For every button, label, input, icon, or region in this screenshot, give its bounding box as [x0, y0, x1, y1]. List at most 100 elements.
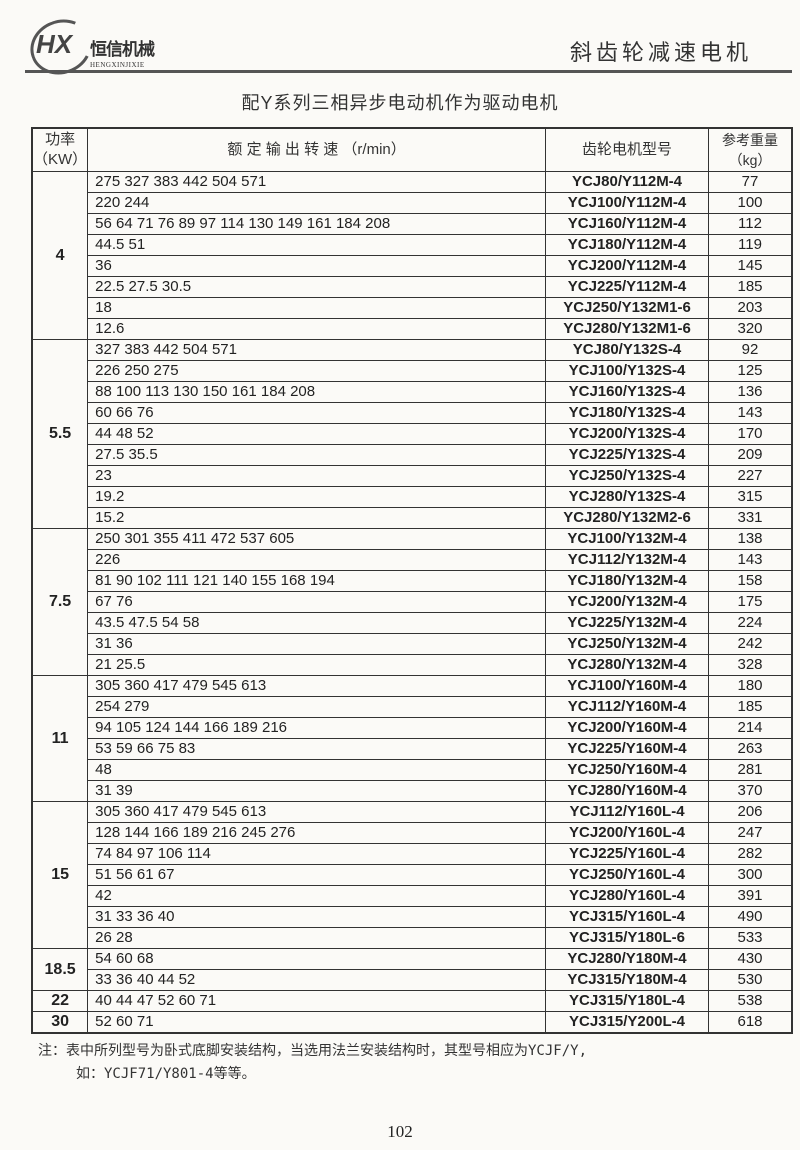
- company-logo: HX 恒信机械 HENGXINJIXIE: [22, 11, 178, 83]
- weight-cell: 92: [708, 339, 793, 361]
- model-cell: YCJ315/Y160L-4: [545, 906, 709, 928]
- model-cell: YCJ112/Y160M-4: [545, 696, 709, 718]
- model-cell: YCJ280/Y132M1-6: [545, 318, 709, 340]
- weight-cell: 391: [708, 885, 793, 907]
- weight-cell: 538: [708, 990, 793, 1012]
- weight-cell: 203: [708, 297, 793, 319]
- table-row: 21 25.5 YCJ280/Y132M-4 328: [32, 654, 793, 676]
- table-row: 18.5 54 60 68 YCJ280/Y180M-4 430: [31, 948, 793, 991]
- weight-cell: 247: [708, 822, 793, 844]
- table-row: 19.2 YCJ280/Y132S-4 315: [32, 486, 793, 508]
- weight-cell: 242: [708, 633, 793, 655]
- model-cell: YCJ280/Y160M-4: [545, 780, 709, 802]
- power-cell: 22: [31, 990, 89, 1012]
- table-row: 4 275 327 383 442 504 571 YCJ80/Y112M-4 77: [31, 171, 793, 340]
- model-cell: YCJ100/Y160M-4: [545, 675, 709, 697]
- speed-cell: 19.2: [87, 486, 546, 508]
- weight-cell: 206: [708, 801, 793, 823]
- table-row: 12.6 YCJ280/Y132M1-6 320: [32, 318, 793, 340]
- model-cell: YCJ100/Y112M-4: [545, 192, 709, 214]
- power-cell: 4: [31, 171, 89, 340]
- power-cell: 11: [31, 675, 89, 802]
- table-row: 22.5 27.5 30.5 YCJ225/Y112M-4 185: [32, 276, 793, 298]
- speed-cell: 48: [87, 759, 546, 781]
- table-row: 94 105 124 144 166 189 216 YCJ200/Y160M-4…: [32, 717, 793, 739]
- logo-name-en: HENGXINJIXIE: [90, 61, 145, 69]
- weight-cell: 175: [708, 591, 793, 613]
- model-cell: YCJ280/Y132M-4: [545, 654, 709, 676]
- table-row: 5.5 327 383 442 504 571 YCJ80/Y132S-4 92: [31, 339, 793, 529]
- page-number: 102: [387, 1122, 413, 1141]
- model-cell: YCJ315/Y200L-4: [545, 1011, 709, 1034]
- weight-cell: 490: [708, 906, 793, 928]
- weight-cell: 143: [708, 549, 793, 571]
- power-cell: 18.5: [31, 948, 89, 991]
- weight-cell: 119: [708, 234, 793, 256]
- weight-cell: 77: [708, 171, 793, 193]
- weight-cell: 100: [708, 192, 793, 214]
- speed-cell: 36: [87, 255, 546, 277]
- weight-cell: 282: [708, 843, 793, 865]
- speed-cell: 18: [87, 297, 546, 319]
- weight-cell: 530: [708, 969, 793, 991]
- table-row: 15.2 YCJ280/Y132M2-6 331: [32, 507, 793, 529]
- weight-cell: 328: [708, 654, 793, 676]
- speed-cell: 88 100 113 130 150 161 184 208: [87, 381, 546, 403]
- speed-cell: 53 59 66 75 83: [87, 738, 546, 760]
- footnote-line-2: 如：YCJF71/Y801-4等等。: [76, 1066, 256, 1082]
- weight-cell: 180: [708, 675, 793, 697]
- model-cell: YCJ250/Y132M1-6: [545, 297, 709, 319]
- weight-cell: 331: [708, 507, 793, 529]
- content-area: 功率 （KW） 额 定 输 出 转 速 （r/min） 齿轮电机型号 参考重量 …: [31, 127, 793, 1086]
- table-row: 7.5 250 301 355 411 472 537 605 YCJ100/Y13…: [31, 528, 793, 676]
- model-cell: YCJ315/Y180L-4: [545, 990, 709, 1012]
- weight-cell: 214: [708, 717, 793, 739]
- speed-cell: 27.5 35.5: [87, 444, 546, 466]
- weight-cell: 125: [708, 360, 793, 382]
- speed-cell: 33 36 40 44 52: [87, 969, 546, 991]
- header-weight: 参考重量 （kg）: [708, 127, 793, 172]
- speed-cell: 305 360 417 479 545 613: [87, 801, 546, 823]
- table-header-row: 功率 （KW） 额 定 输 出 转 速 （r/min） 齿轮电机型号 参考重量 …: [31, 127, 793, 172]
- power-cell: 30: [31, 1011, 89, 1034]
- weight-cell: 145: [708, 255, 793, 277]
- speed-cell: 94 105 124 144 166 189 216: [87, 717, 546, 739]
- speed-cell: 226 250 275: [87, 360, 546, 382]
- weight-cell: 300: [708, 864, 793, 886]
- footnote: 注：表中所列型号为卧式底脚安装结构，当选用法兰安装结构时，其型号相应为YCJF/…: [38, 1040, 793, 1086]
- motor-table: 功率 （KW） 额 定 输 出 转 速 （r/min） 齿轮电机型号 参考重量 …: [31, 127, 793, 1034]
- model-cell: YCJ200/Y132M-4: [545, 591, 709, 613]
- table-row: 27.5 35.5 YCJ225/Y132S-4 209: [32, 444, 793, 466]
- header-speed: 额 定 输 出 转 速 （r/min）: [87, 127, 546, 172]
- weight-cell: 370: [708, 780, 793, 802]
- speed-cell: 327 383 442 504 571: [87, 339, 546, 361]
- table-row: 33 36 40 44 52 YCJ315/Y180M-4 530: [32, 969, 793, 991]
- speed-cell: 81 90 102 111 121 140 155 168 194: [87, 570, 546, 592]
- model-cell: YCJ280/Y160L-4: [545, 885, 709, 907]
- model-cell: YCJ280/Y132M2-6: [545, 507, 709, 529]
- header-divider: [25, 70, 792, 73]
- speed-cell: 21 25.5: [87, 654, 546, 676]
- speed-cell: 40 44 47 52 60 71: [87, 990, 546, 1012]
- model-cell: YCJ80/Y132S-4: [545, 339, 709, 361]
- power-cell: 7.5: [31, 528, 89, 676]
- model-cell: YCJ315/Y180L-6: [545, 927, 709, 949]
- model-cell: YCJ180/Y132M-4: [545, 570, 709, 592]
- table-row: 36 YCJ200/Y112M-4 145: [32, 255, 793, 277]
- speed-cell: 44 48 52: [87, 423, 546, 445]
- table-row: 42 YCJ280/Y160L-4 391: [32, 885, 793, 907]
- footnote-line-1: 注：表中所列型号为卧式底脚安装结构，当选用法兰安装结构时，其型号相应为YCJF/…: [38, 1043, 587, 1059]
- table-row: 22 40 44 47 52 60 71 YCJ315/Y180L-4 538: [31, 990, 793, 1012]
- weight-cell: 263: [708, 738, 793, 760]
- speed-cell: 250 301 355 411 472 537 605: [87, 528, 546, 550]
- table-row: 226 250 275 YCJ100/Y132S-4 125: [32, 360, 793, 382]
- table-row: 31 33 36 40 YCJ315/Y160L-4 490: [32, 906, 793, 928]
- header-model: 齿轮电机型号: [545, 127, 709, 172]
- speed-cell: 12.6: [87, 318, 546, 340]
- speed-cell: 56 64 71 76 89 97 114 130 149 161 184 20…: [87, 213, 546, 235]
- weight-cell: 112: [708, 213, 793, 235]
- speed-cell: 67 76: [87, 591, 546, 613]
- speed-cell: 305 360 417 479 545 613: [87, 675, 546, 697]
- weight-cell: 281: [708, 759, 793, 781]
- speed-cell: 23: [87, 465, 546, 487]
